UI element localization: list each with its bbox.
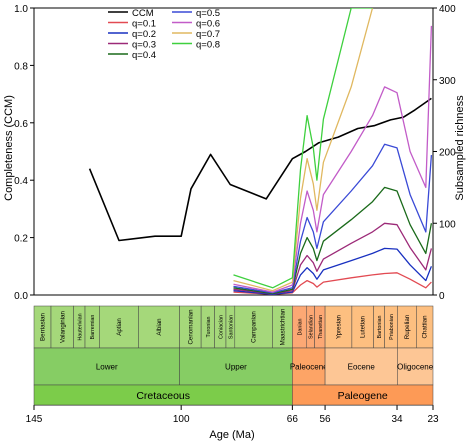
series-line-q-0-6 [233,25,433,293]
x-tick-label: 23 [427,414,439,425]
epoch-label: Upper [225,363,247,372]
y-left-tick-label: 1.0 [14,4,28,15]
y-left-tick-label: 0.8 [14,61,28,72]
series-line-q-0-8 [233,8,373,289]
stage-label: Cenomanian [187,309,194,345]
stage-label: Selandian [309,315,315,339]
stage-label: Danian [298,318,304,335]
legend-label-q-0-1: q=0.1 [132,19,156,30]
period-label: Cretaceous [136,390,190,402]
stage-label: Campanian [251,311,258,343]
stage-label: Berriasian [40,313,47,341]
stage-label: Rupelian [404,314,411,339]
stage-label: Maastrichtian [279,308,286,345]
x-tick-label: 145 [26,414,43,425]
stage-label: Lutetian [360,315,367,338]
legend-label-q-0-7: q=0.7 [196,29,220,40]
stage-label: Priabonian [389,314,395,340]
x-tick-label: 66 [287,414,299,425]
legend-label-q-0-2: q=0.2 [132,29,156,40]
y-right-tick-label: 0 [439,291,445,302]
series-line-q-0-1 [233,272,432,295]
series-line-ccm [88,97,432,242]
period-label: Paleogene [338,390,388,402]
legend-label-ccm: CCM [132,8,154,19]
period-box [292,384,434,406]
epoch-label: Paleocene [290,363,328,372]
stage-label: Hauterivian [77,313,83,340]
stage-label: Santonian [228,315,234,339]
legend-label-q-0-3: q=0.3 [132,40,156,51]
series-line-q-0-2 [233,247,433,295]
epoch-box [292,347,326,386]
series-line-q-0-3 [233,222,433,295]
geologic-timescale: Berriasian Valanginian Hauterivian Barremia… [33,305,434,406]
series-line-q-0-5 [233,143,433,294]
stage-label: Barremian [90,315,96,340]
y-left-tick-label: 0.4 [14,176,28,187]
y-left-tick-label: 0.0 [14,291,28,302]
x-tick-label: 34 [391,414,403,425]
stage-label: Aptian [116,318,123,336]
stage-label: Ypresian [335,314,342,339]
stage-label: Thanetian [318,315,324,339]
y-right-tick-label: 100 [439,219,456,230]
epoch-label: Eocene [348,363,376,372]
stage-label: Valanginian [59,311,66,343]
y-axis-right-label: Subsampled richness [454,95,466,201]
y-axis-left-label: Completeness (CCM) [3,95,15,201]
epoch-label: Oligocene [397,363,434,372]
series-line-q-0-7 [233,8,374,292]
stage-label: Albian [156,318,163,336]
legend-label-q-0-6: q=0.6 [196,19,220,30]
epoch-box [179,347,293,386]
legend-label-q-0-5: q=0.5 [196,8,220,19]
y-left-tick-label: 0.6 [14,119,28,130]
x-tick-label: 100 [173,414,190,425]
stage-label: Turonian [206,316,212,337]
x-tick-label: 56 [320,414,332,425]
plot-frame [33,7,434,296]
series-lines [88,8,433,295]
plot-border [33,7,434,296]
y-left-tick-label: 0.2 [14,234,28,245]
epoch-label: Lower [96,363,118,372]
legend-label-q-0-4: q=0.4 [132,50,156,61]
legend-label-q-0-8: q=0.8 [196,40,220,51]
stage-box [99,305,139,349]
stage-label: Coniacian [218,315,224,339]
epoch-box [33,347,180,386]
y-right-tick-label: 300 [439,76,456,87]
y-right-tick-label: 200 [439,148,456,159]
stage-label: Chattian [422,315,429,339]
stage-label: Bartonian [377,315,383,338]
x-axis-label: Age (Ma) [209,429,254,441]
series-line-q-0-4 [233,186,433,295]
y-right-tick-label: 400 [439,4,456,15]
